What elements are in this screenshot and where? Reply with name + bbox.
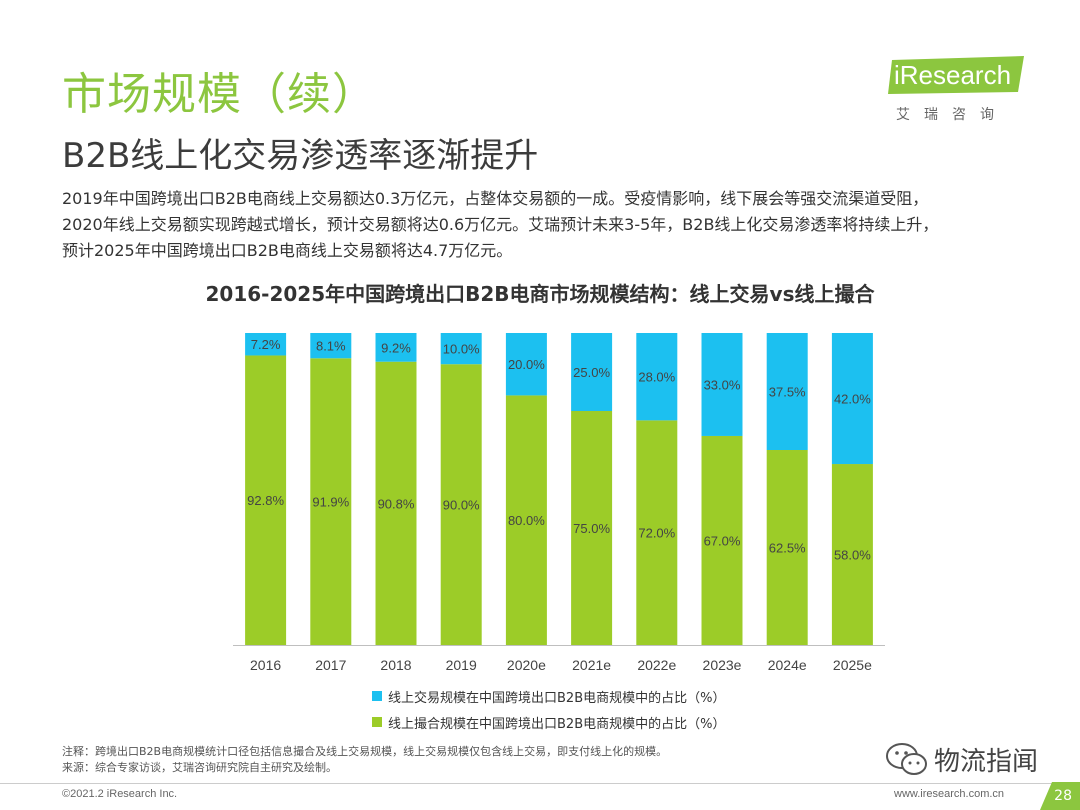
logo-brand-text: iResearch (894, 60, 1012, 90)
legend-item-online-matchmaking: 线上撮合规模在中国跨境出口B2B电商规模中的占比（%） (372, 709, 725, 735)
description-line: 预计2025年中国跨境出口B2B电商线上交易额将达4.7万亿元。 (62, 241, 513, 260)
bar-segment-online-matchmaking (505, 395, 547, 645)
bar-segment-online-matchmaking (375, 361, 417, 645)
data-label-online-matchmaking: 91.9% (312, 495, 349, 510)
bar-segment-online-transaction (831, 333, 873, 465)
data-label-online-transaction: 20.0% (508, 357, 545, 372)
iresearch-logo: iResearch 艾瑞咨询 (888, 56, 1048, 126)
note-text: 注释：跨境出口B2B电商规模统计口径包括信息撮合及线上交易规模，线上交易规模仅包… (62, 745, 668, 758)
data-label-online-transaction: 37.5% (769, 385, 806, 400)
legend-swatch-green (372, 717, 382, 727)
description-line: 2020年线上交易额实现跨越式增长，预计交易额将达0.6万亿元。艾瑞预计未来3-… (62, 215, 939, 234)
data-label-online-matchmaking: 58.0% (834, 548, 871, 563)
data-label-online-matchmaking: 80.0% (508, 513, 545, 528)
x-tick-label: 2016 (250, 657, 281, 673)
data-label-online-transaction: 28.0% (638, 370, 675, 385)
legend-label: 线上撮合规模在中国跨境出口B2B电商规模中的占比（%） (388, 716, 726, 732)
bar-segment-online-matchmaking (701, 435, 743, 645)
wechat-icon (886, 743, 927, 775)
bar-segment-online-transaction (701, 333, 743, 436)
chart-title: 2016-2025年中国跨境出口B2B电商市场规模结构：线上交易vs线上撮合 (205, 282, 875, 306)
stacked-bar-chart: 7.2% 92.8% 2016 8.1% 91.9% 2017 9.2% 90.8% 2018 1… (233, 333, 885, 673)
bar-segment-online-matchmaking (310, 358, 352, 645)
data-label-online-matchmaking: 92.8% (247, 493, 284, 508)
bar-segment-online-transaction (440, 333, 482, 365)
bar-segment-online-matchmaking (831, 464, 873, 645)
bar-segment-online-matchmaking (245, 355, 287, 645)
logo-brand-cn: 艾瑞咨询 (896, 107, 1008, 123)
legend-item-online-transaction: 线上交易规模在中国跨境出口B2B电商规模中的占比（%） (372, 683, 725, 709)
source-text: 来源：综合专家访谈，艾瑞咨询研究院自主研究及绘制。 (62, 761, 337, 774)
legend-label: 线上交易规模在中国跨境出口B2B电商规模中的占比（%） (388, 690, 726, 706)
data-label-online-matchmaking: 90.0% (443, 498, 480, 513)
x-tick-label: 2022e (637, 657, 676, 673)
bar-segment-online-transaction (571, 333, 613, 411)
page-number: 28 (1040, 782, 1080, 810)
x-tick-label: 2020e (507, 657, 546, 673)
description: 2019年中国跨境出口B2B电商线上交易额达0.3万亿元，占整体交易额的一成。受… (62, 186, 1042, 264)
copyright: ©2021.2 iResearch Inc. (62, 788, 178, 800)
bar-segment-online-transaction (375, 333, 417, 362)
notes: 注释：跨境出口B2B电商规模统计口径包括信息撮合及线上交易规模，线上交易规模仅包… (62, 744, 667, 776)
x-tick-label: 2017 (315, 657, 346, 673)
bar-segment-online-matchmaking (440, 364, 482, 645)
data-label-online-transaction: 42.0% (834, 392, 871, 407)
data-label-online-transaction: 25.0% (573, 365, 610, 380)
bar-segment-online-matchmaking (571, 411, 613, 645)
data-label-online-matchmaking: 62.5% (769, 541, 806, 556)
legend-swatch-blue (372, 691, 382, 701)
data-label-online-matchmaking: 67.0% (704, 533, 741, 548)
description-line: 2019年中国跨境出口B2B电商线上交易额达0.3万亿元，占整体交易额的一成。受… (62, 189, 929, 208)
wechat-watermark: 物流指闻 (884, 740, 1038, 778)
data-label-online-transaction: 33.0% (704, 377, 741, 392)
bar-segment-online-transaction (636, 333, 678, 421)
bar-segment-online-transaction (310, 333, 352, 359)
footer-divider (0, 783, 1080, 784)
data-label-online-matchmaking: 90.8% (378, 496, 415, 511)
logo-mark (888, 56, 1024, 94)
bar-segment-online-matchmaking (636, 420, 678, 645)
x-tick-label: 2025e (833, 657, 872, 673)
x-tick-label: 2019 (446, 657, 477, 673)
chart-legend: 线上交易规模在中国跨境出口B2B电商规模中的占比（%） 线上撮合规模在中国跨境出… (372, 683, 725, 735)
data-label-online-transaction: 10.0% (443, 342, 480, 357)
page-subtitle: B2B线上化交易渗透率逐渐提升 (62, 136, 539, 176)
data-label-online-transaction: 7.2% (251, 337, 281, 352)
x-tick-label: 2021e (572, 657, 611, 673)
website-url: www.iresearch.com.cn (894, 788, 1005, 800)
bar-segment-online-transaction (245, 333, 287, 356)
x-tick-label: 2024e (768, 657, 807, 673)
data-label-online-matchmaking: 75.0% (573, 521, 610, 536)
watermark-text: 物流指闻 (934, 746, 1039, 777)
data-label-online-transaction: 9.2% (381, 340, 411, 355)
bar-segment-online-transaction (505, 333, 547, 396)
x-tick-label: 2018 (380, 657, 411, 673)
data-label-online-transaction: 8.1% (316, 339, 346, 354)
data-label-online-matchmaking: 72.0% (638, 526, 675, 541)
bar-segment-online-transaction (766, 333, 808, 450)
bar-segment-online-matchmaking (766, 450, 808, 645)
x-tick-label: 2023e (703, 657, 742, 673)
page-title: 市场规模（续） (62, 69, 377, 120)
